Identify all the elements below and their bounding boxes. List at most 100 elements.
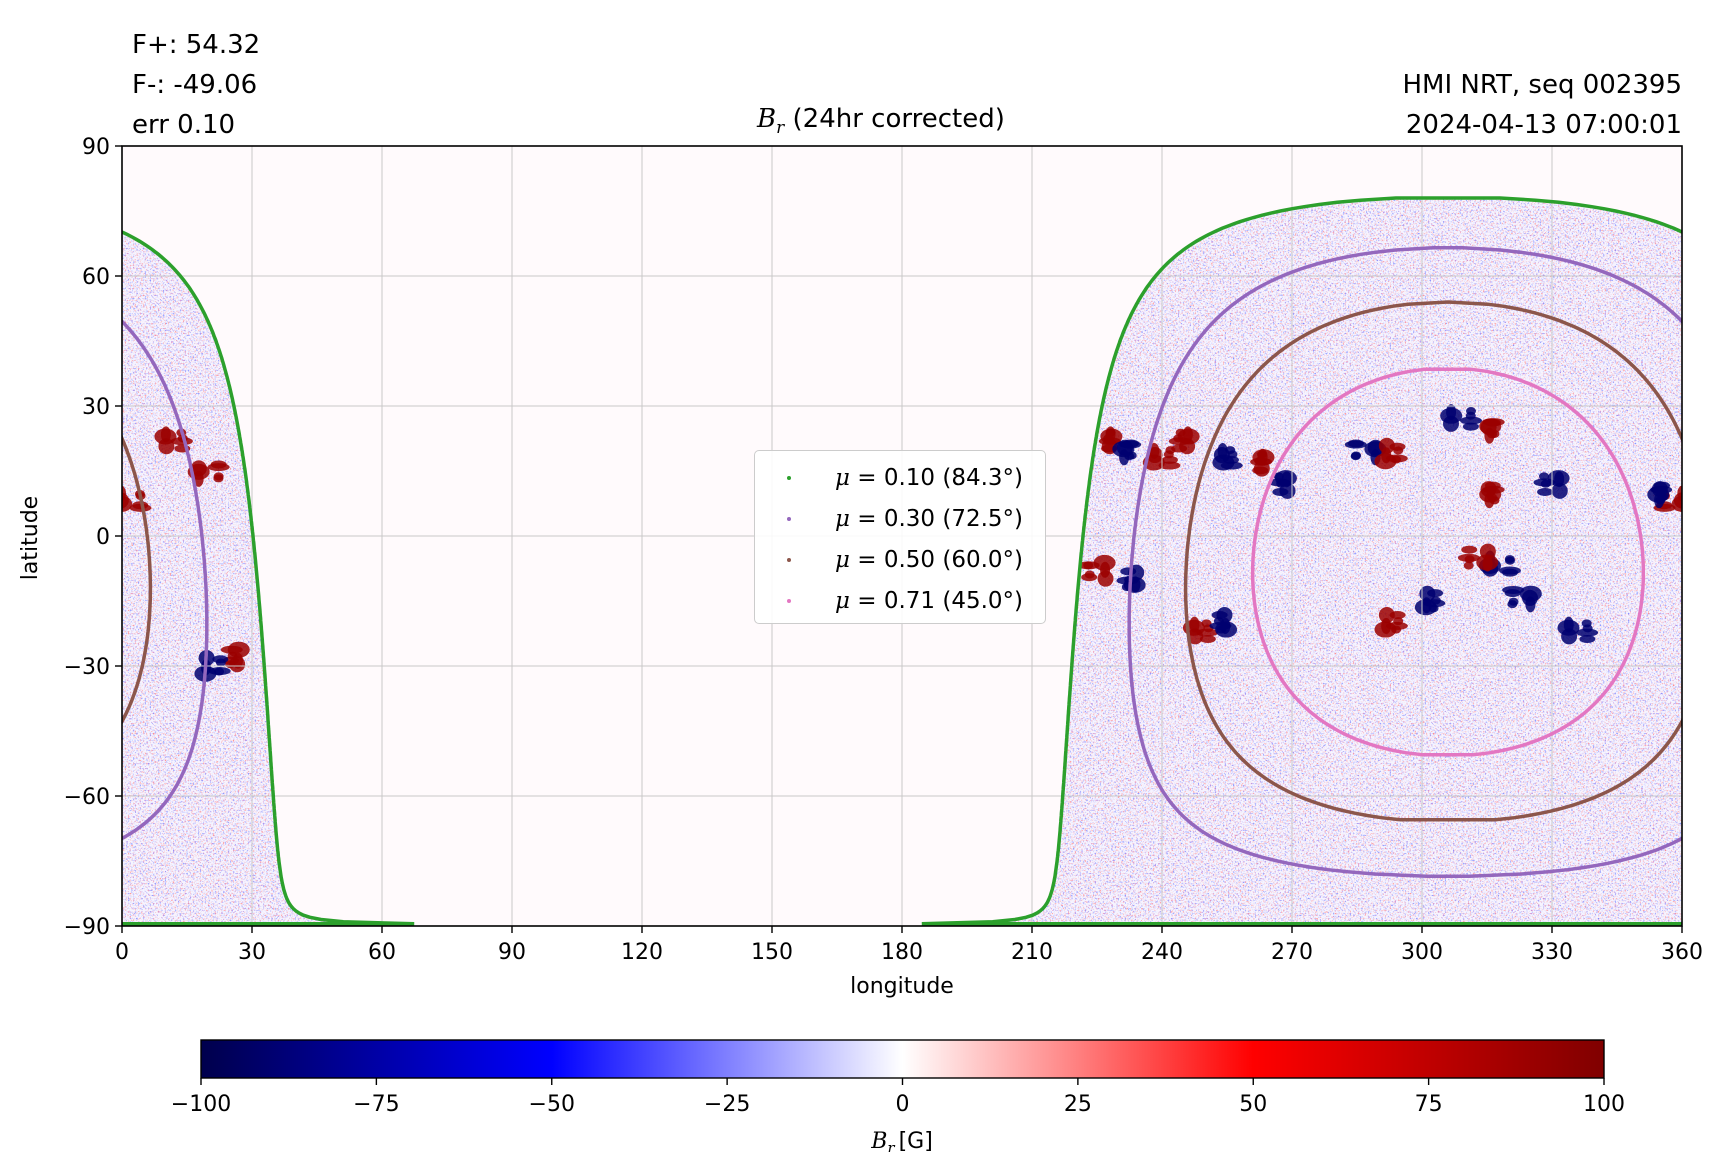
colorbar-tick-label: 50 bbox=[1239, 1092, 1267, 1117]
legend-text: = 0.30 (72.5°) bbox=[857, 506, 1024, 532]
colorbar-tick-label: −100 bbox=[171, 1092, 231, 1117]
x-tick-label: 30 bbox=[238, 940, 266, 965]
title-symbol: B bbox=[757, 104, 777, 134]
active-region-patch bbox=[1276, 479, 1287, 488]
active-region-patch bbox=[1430, 596, 1441, 605]
colorbar-label-unit: [G] bbox=[899, 1129, 933, 1152]
contour-mu-010 bbox=[921, 196, 1682, 926]
x-axis-label: longitude bbox=[850, 974, 954, 999]
active-region-patch bbox=[1576, 628, 1599, 637]
active-region-patch bbox=[1538, 472, 1549, 481]
active-regions bbox=[122, 404, 1682, 682]
active-region-patch bbox=[1547, 470, 1570, 487]
active-region-patch bbox=[1120, 567, 1137, 576]
colorbar-tick-label: 75 bbox=[1415, 1092, 1443, 1117]
colorbar-label: Br [G] bbox=[870, 1129, 933, 1152]
y-axis-ticks: −90 −60 −30 0 30 60 90 bbox=[64, 135, 122, 940]
x-tick-label: 150 bbox=[751, 940, 793, 965]
legend-item-mu-030: μ = 0.30 (72.5°) bbox=[755, 500, 1045, 540]
active-region-patch bbox=[1173, 434, 1184, 443]
active-region-patch bbox=[1351, 451, 1362, 460]
x-tick-label: 180 bbox=[881, 940, 923, 965]
contour-mu-071 bbox=[1250, 367, 1646, 757]
active-region-patch bbox=[1582, 624, 1593, 633]
x-tick-label: 0 bbox=[115, 940, 129, 965]
active-region-patch bbox=[1225, 446, 1236, 455]
active-region-patch bbox=[1519, 585, 1542, 602]
y-tick-label: −90 bbox=[64, 915, 110, 940]
active-region-patch bbox=[1374, 621, 1397, 638]
legend-label: μ = 0.71 (45.0°) bbox=[835, 588, 1024, 614]
legend-text: = 0.71 (45.0°) bbox=[857, 588, 1024, 614]
active-region-patch bbox=[1347, 439, 1364, 448]
contour-mu-030 bbox=[1127, 246, 1682, 878]
active-region-patch bbox=[1254, 457, 1265, 466]
y-tick-label: −30 bbox=[64, 655, 110, 680]
active-region-patch bbox=[1440, 407, 1463, 424]
legend-label: μ = 0.10 (84.3°) bbox=[835, 465, 1024, 491]
active-region-patch bbox=[1161, 455, 1178, 464]
active-region-patch bbox=[1378, 607, 1395, 624]
colorbar-label-sub: r bbox=[887, 1139, 895, 1152]
active-region-patch bbox=[1464, 555, 1475, 564]
x-tick-label: 240 bbox=[1141, 940, 1183, 965]
colorbar-tick-label: −50 bbox=[529, 1092, 575, 1117]
active-region-patch bbox=[1459, 416, 1482, 425]
active-region-patch bbox=[1507, 600, 1518, 609]
active-region-patch bbox=[227, 641, 250, 658]
colorbar-tick-label: 0 bbox=[896, 1092, 910, 1117]
active-region-patch bbox=[1084, 570, 1095, 579]
y-tick-label: −60 bbox=[64, 785, 110, 810]
y-tick-label: 30 bbox=[82, 395, 110, 420]
flux-positive-text: F+: 54.32 bbox=[132, 30, 261, 60]
legend-marker bbox=[787, 599, 791, 603]
contour-mu-010 bbox=[122, 230, 415, 926]
active-region-patch bbox=[1557, 619, 1580, 636]
active-region-patch bbox=[1487, 493, 1498, 502]
active-region-patch bbox=[1393, 617, 1404, 626]
active-region-patch bbox=[1126, 451, 1137, 460]
x-tick-label: 270 bbox=[1271, 940, 1313, 965]
active-region-patch bbox=[1177, 428, 1200, 445]
contour-mu-030 bbox=[122, 318, 209, 841]
colorbar-label-symbol: B bbox=[870, 1129, 887, 1152]
datetime-text: 2024-04-13 07:00:01 bbox=[1405, 110, 1682, 140]
active-region-patch bbox=[1393, 446, 1404, 455]
active-region-patch bbox=[1211, 611, 1228, 620]
x-tick-label: 300 bbox=[1401, 940, 1443, 965]
active-region-patch bbox=[154, 428, 177, 445]
legend: μ = 0.10 (84.3°) μ = 0.30 (72.5°) μ = 0.… bbox=[754, 450, 1046, 624]
active-region-patch bbox=[210, 460, 227, 469]
active-region-patch bbox=[1551, 482, 1568, 499]
colorbar-ticks: −100 −75 −50 −25 0 25 50 75 100 bbox=[171, 1078, 1625, 1117]
active-region-patch bbox=[1374, 453, 1397, 470]
active-region-patch bbox=[1479, 418, 1502, 435]
colorbar-tick-label: 100 bbox=[1583, 1092, 1625, 1117]
contour-mu-050 bbox=[122, 434, 153, 726]
legend-text: = 0.50 (60.0°) bbox=[857, 547, 1024, 573]
legend-marker bbox=[787, 558, 791, 562]
active-region-patch bbox=[1199, 635, 1216, 644]
active-region-patch bbox=[1540, 479, 1551, 488]
active-region-patch bbox=[1657, 493, 1668, 502]
mu-contours bbox=[122, 196, 1682, 926]
legend-item-mu-071: μ = 0.71 (45.0°) bbox=[755, 582, 1045, 622]
title-subscript: r bbox=[776, 118, 785, 139]
legend-text: = 0.10 (84.3°) bbox=[857, 465, 1024, 491]
title-text: (24hr corrected) bbox=[784, 104, 1005, 134]
active-region-patch bbox=[1671, 495, 1682, 512]
active-region-patch bbox=[1579, 635, 1596, 644]
active-region-patch bbox=[1462, 422, 1479, 431]
colorbar-tick-label: 25 bbox=[1064, 1092, 1092, 1117]
active-region-patch bbox=[1476, 554, 1499, 571]
x-tick-label: 210 bbox=[1011, 940, 1053, 965]
legend-marker bbox=[787, 476, 791, 480]
colorbar-tick-label: −75 bbox=[353, 1092, 399, 1117]
y-tick-label: 0 bbox=[96, 525, 110, 550]
active-region-patch bbox=[122, 495, 133, 512]
contour-mu-050 bbox=[1183, 300, 1682, 822]
x-tick-label: 330 bbox=[1531, 940, 1573, 965]
colorbar-tick-label: −25 bbox=[704, 1092, 750, 1117]
active-region-patch bbox=[1537, 487, 1554, 496]
source-text: HMI NRT, seq 002395 bbox=[1402, 70, 1682, 100]
